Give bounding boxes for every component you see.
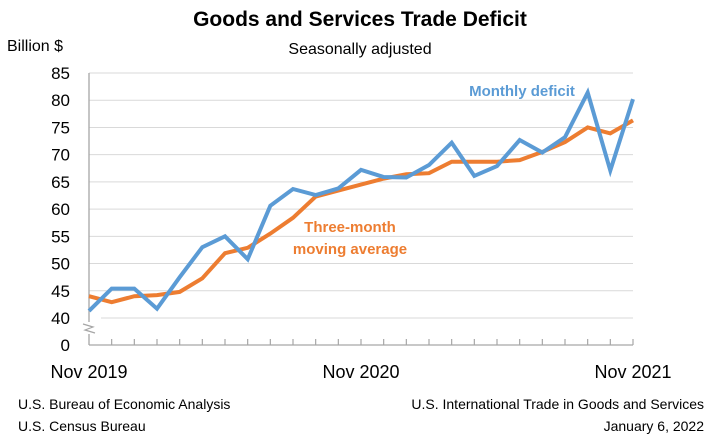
y-tick-label: 85 <box>51 64 70 83</box>
annotation-moving-average: moving average <box>293 241 407 258</box>
x-tick-label: Nov 2020 <box>322 362 399 382</box>
axis-break-icon <box>82 323 96 334</box>
y-tick-label: 45 <box>51 282 70 301</box>
annotation-monthly-deficit: Monthly deficit <box>469 83 575 100</box>
y-tick-label: 75 <box>51 118 70 137</box>
y-tick-label: 70 <box>51 146 70 165</box>
y-tick-label: 80 <box>51 91 70 110</box>
source-census: U.S. Census Bureau <box>18 418 146 434</box>
x-tick-label: Nov 2019 <box>50 362 127 382</box>
chart-title: Goods and Services Trade Deficit <box>193 8 527 31</box>
axes <box>81 73 634 346</box>
report-date: January 6, 2022 <box>603 418 704 434</box>
gridlines <box>89 72 633 319</box>
annotation-moving-average: Three-month <box>304 219 396 236</box>
y-tick-label: 65 <box>51 173 70 192</box>
chart-subtitle: Seasonally adjusted <box>288 41 432 58</box>
y-tick-label: 0 <box>61 336 70 355</box>
y-tick-label: 50 <box>51 255 70 274</box>
series-line-monthly-deficit <box>87 87 635 313</box>
x-tick-labels: Nov 2019 Nov 2020 Nov 2021 <box>50 362 671 382</box>
y-axis-label: Billion $ <box>7 38 64 55</box>
report-name: U.S. International Trade in Goods and Se… <box>411 396 704 412</box>
y-tick-labels: 85 80 75 70 65 60 55 50 45 40 0 <box>51 64 70 355</box>
annotations: Monthly deficit Three-month moving average <box>293 83 575 258</box>
x-tick-label: Nov 2021 <box>594 362 671 382</box>
y-tick-label: 55 <box>51 227 70 246</box>
source-bea: U.S. Bureau of Economic Analysis <box>18 396 231 412</box>
y-tick-label: 40 <box>51 309 70 328</box>
series-lines <box>87 87 635 313</box>
y-tick-label: 60 <box>51 200 70 219</box>
